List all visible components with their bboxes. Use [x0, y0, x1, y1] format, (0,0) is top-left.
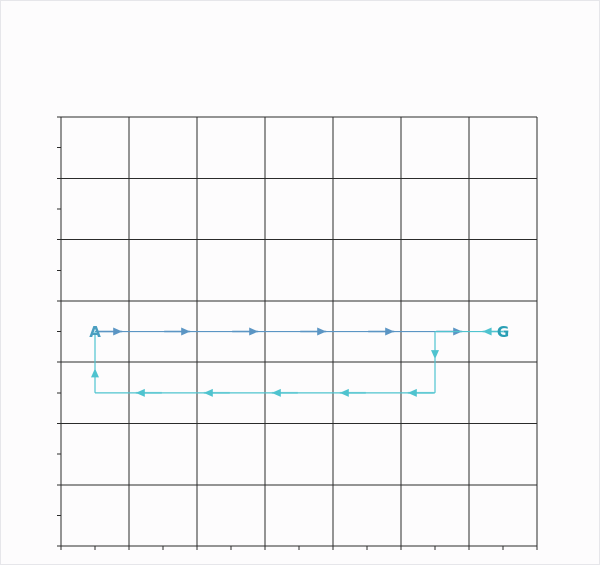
marker-label-g: G	[497, 323, 509, 341]
path-arrow-icon	[249, 327, 259, 336]
path-arrow-icon	[113, 327, 123, 336]
marker-label-a: A	[89, 323, 101, 341]
path-arrow-icon	[407, 388, 417, 397]
path-arrow-icon	[385, 327, 395, 336]
path-arrow-icon	[339, 388, 349, 397]
path-arrow-icon	[91, 368, 99, 378]
path-arrow-icon	[203, 388, 213, 397]
path-layer	[91, 327, 509, 397]
grid-layer	[57, 116, 538, 551]
path-arrow-icon	[181, 327, 191, 336]
path-arrow-icon	[482, 327, 492, 336]
path-arrow-icon	[317, 327, 327, 336]
path-arrow-icon	[431, 350, 439, 360]
path-arrow-icon	[271, 388, 281, 397]
path-arrow-icon	[135, 388, 145, 397]
